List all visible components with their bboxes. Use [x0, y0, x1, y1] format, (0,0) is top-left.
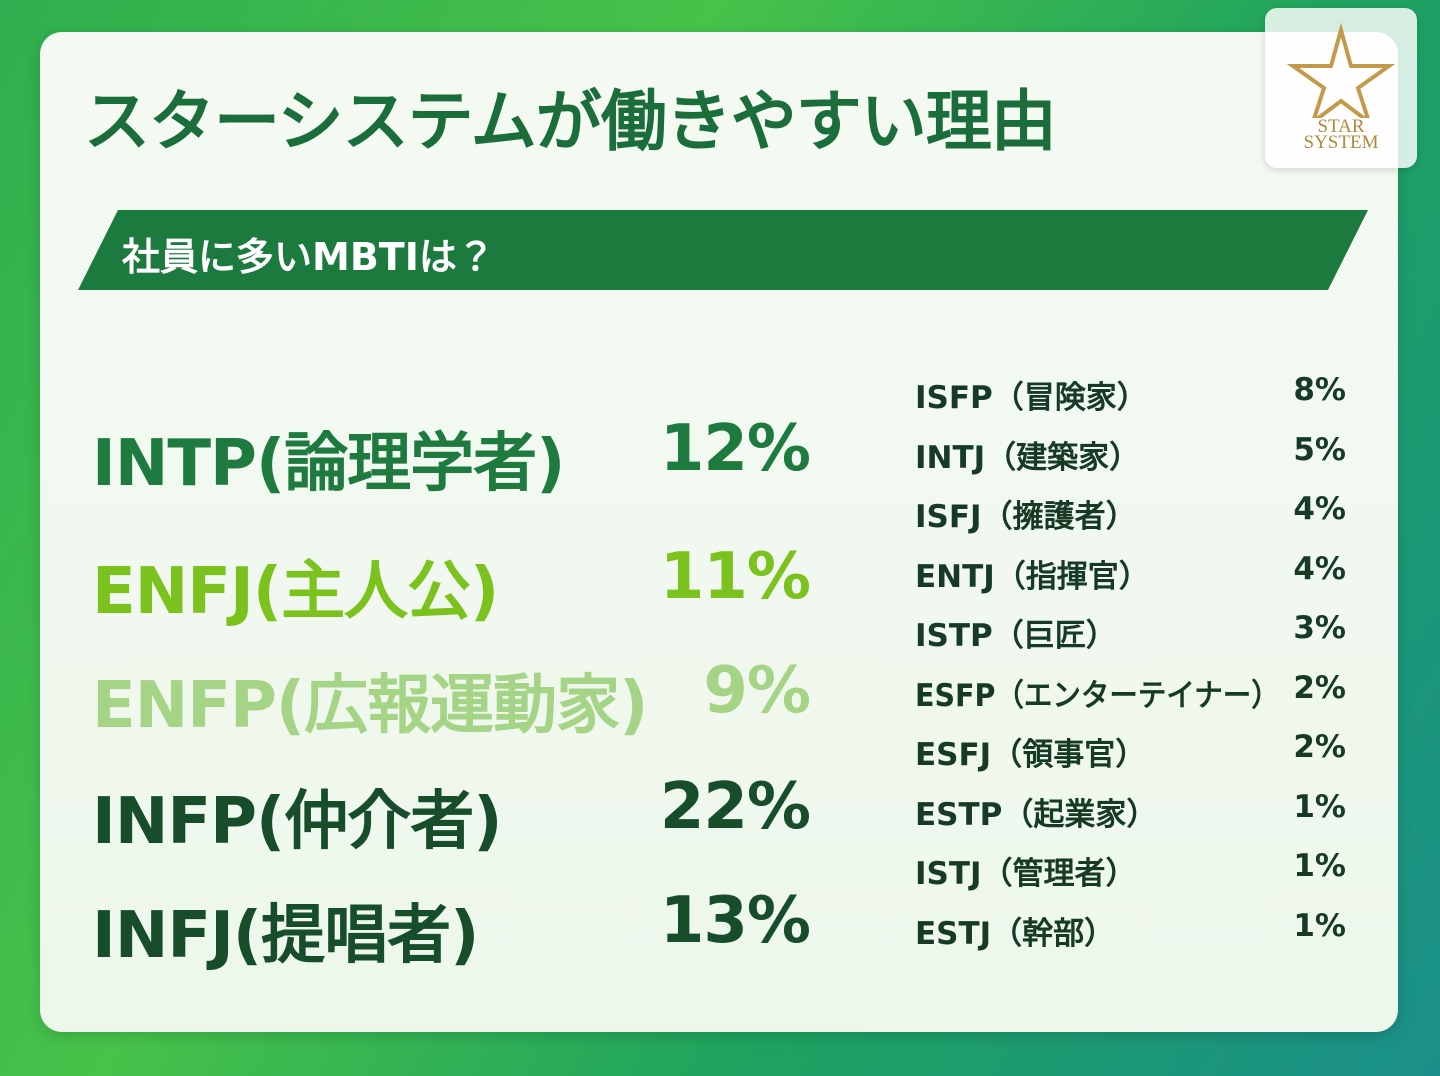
- main-value: 12%: [659, 412, 811, 486]
- side-label: ISTJ（管理者）: [915, 856, 1137, 892]
- main-label: INFP(仲介者): [92, 785, 502, 859]
- side-value: 1%: [1293, 848, 1346, 884]
- banner-shape: [78, 210, 1368, 290]
- side-label: ESFP（エンターテイナー）: [915, 677, 1280, 714]
- logo-text: STAR: [1317, 116, 1365, 137]
- side-value: 2%: [1293, 729, 1346, 765]
- side-value: 3%: [1293, 610, 1346, 646]
- side-label: ESTP（起業家）: [915, 796, 1158, 833]
- main-label: ENFJ(主人公): [92, 555, 499, 629]
- side-value: 4%: [1293, 491, 1346, 527]
- banner: [78, 210, 1368, 290]
- side-label: ENTJ（指揮官）: [915, 558, 1150, 595]
- logo: STAR SYSTEM: [1265, 8, 1417, 168]
- main-value: 13%: [659, 884, 811, 958]
- side-label: ISFP（冒険家）: [915, 380, 1148, 416]
- side-label: INTJ（建築家）: [915, 439, 1141, 476]
- main-label: INTP(論理学者): [92, 427, 565, 501]
- title: スターシステムが働きやすい理由: [84, 83, 1057, 160]
- main-label: ENFP(広報運動家): [92, 669, 648, 743]
- side-label: ISTP（巨匠）: [915, 618, 1117, 654]
- side-label: ISFJ（擁護者）: [915, 499, 1137, 535]
- main-value: 9%: [703, 654, 811, 728]
- main-value: 22%: [659, 770, 811, 844]
- side-value: 8%: [1293, 372, 1346, 408]
- side-label: ESFJ（領事官）: [915, 737, 1147, 773]
- logo-star: [1286, 22, 1396, 118]
- logo-text: SYSTEM: [1303, 132, 1379, 153]
- card: [40, 32, 1398, 1032]
- side-label: ESTJ（幹部）: [915, 915, 1116, 952]
- subtitle: 社員に多いMBTIは？: [122, 235, 495, 279]
- side-value: 1%: [1293, 788, 1346, 825]
- side-value: 1%: [1293, 907, 1346, 944]
- main-value: 11%: [659, 540, 811, 614]
- side-value: 5%: [1293, 431, 1346, 468]
- main-label: INFJ(提唱者): [92, 899, 479, 973]
- side-value: 4%: [1293, 550, 1346, 587]
- side-value: 2%: [1293, 669, 1346, 706]
